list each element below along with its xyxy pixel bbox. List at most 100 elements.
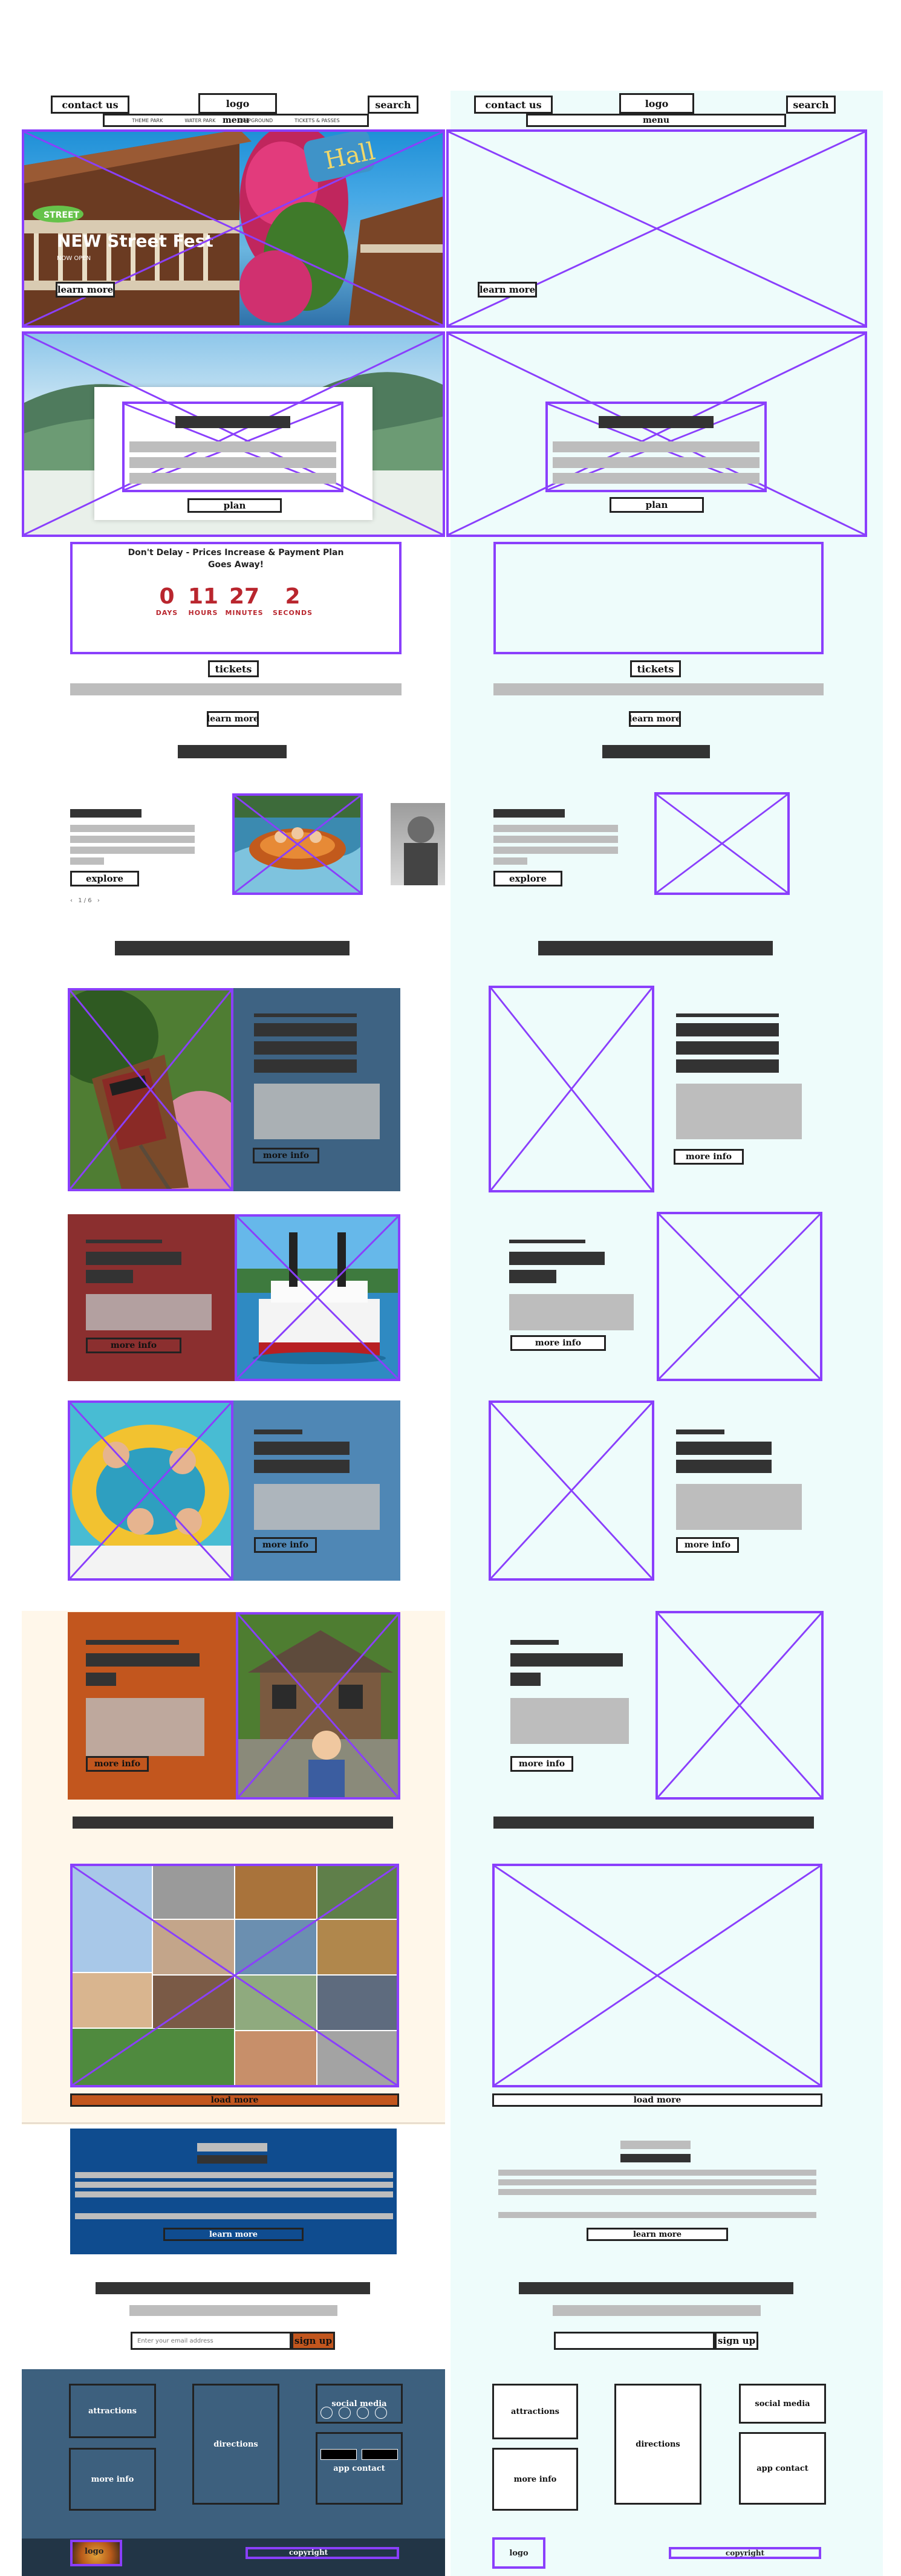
- plan-button[interactable]: plan: [187, 498, 282, 513]
- feature-train-body: [254, 1084, 380, 1139]
- signup-email-input-wf[interactable]: [554, 2332, 715, 2350]
- explore-next-slide-peek: [391, 803, 445, 885]
- feature-boat-more-info-button[interactable]: more info: [86, 1338, 181, 1353]
- feature-cabin-more-info-button-wf[interactable]: more info: [510, 1756, 573, 1772]
- gallery-tile-13[interactable]: [235, 2031, 317, 2087]
- safety-subheading-bar: [197, 2155, 267, 2164]
- footer-logo-image[interactable]: [70, 2540, 122, 2566]
- search-button[interactable]: search: [368, 96, 418, 114]
- feature-boat-body: [86, 1294, 212, 1330]
- gallery-load-more-button-wf[interactable]: load more: [492, 2093, 822, 2107]
- google-play-icon[interactable]: [362, 2449, 398, 2460]
- feature-tube-overlay: [68, 1400, 233, 1581]
- feature-train-more-info-button[interactable]: more info: [253, 1148, 319, 1163]
- search-button-wf[interactable]: search: [786, 96, 836, 114]
- plan-button-wf[interactable]: plan: [610, 497, 704, 513]
- app-store-icon[interactable]: [320, 2449, 357, 2460]
- gallery-tile-3[interactable]: [235, 1864, 317, 1919]
- nav-link-water-park[interactable]: WATER PARK: [184, 117, 216, 123]
- hero-learn-more-button-wf[interactable]: learn more: [478, 282, 537, 298]
- plan-text-line-2: [129, 457, 336, 468]
- footer-app-contact-button-wf[interactable]: app contact: [739, 2432, 826, 2505]
- logo-box-wf[interactable]: logo: [619, 93, 694, 114]
- footer-directions-button[interactable]: directions: [192, 2384, 279, 2505]
- feature-tube-more-info-button[interactable]: more info: [254, 1537, 317, 1553]
- menu-bar[interactable]: menu: [103, 114, 369, 127]
- countdown-learn-more-button[interactable]: learn more: [207, 711, 259, 727]
- feature-tube-image-wf: [489, 1400, 654, 1581]
- signup-button-wf[interactable]: sign up: [715, 2332, 758, 2350]
- contact-us-button[interactable]: contact us: [51, 96, 129, 114]
- footer-directions-button-wf[interactable]: directions: [614, 2384, 701, 2505]
- tickets-button-wf[interactable]: tickets: [630, 660, 681, 677]
- feature-tube-line-a: [254, 1429, 302, 1434]
- feature-tube-title-2: [254, 1460, 350, 1473]
- chevron-right-icon[interactable]: ›: [97, 897, 100, 904]
- feature-train-more-info-button-wf[interactable]: more info: [674, 1149, 744, 1165]
- feature-cabin-more-info-button[interactable]: more info: [86, 1756, 149, 1772]
- countdown-minutes: 27 MINUTES: [220, 584, 268, 617]
- twitter-icon[interactable]: [339, 2407, 351, 2419]
- safety-line-4-wf: [498, 2212, 816, 2218]
- plan-text-line-3: [129, 473, 336, 484]
- safety-line-1-wf: [498, 2170, 816, 2176]
- countdown-days-label: DAYS: [155, 609, 178, 617]
- footer-app-contact-button[interactable]: app contact: [316, 2432, 403, 2505]
- gallery-tile-7[interactable]: [317, 1919, 399, 1975]
- footer-logo-box-wf[interactable]: logo: [492, 2537, 545, 2569]
- feature-tube-more-info-button-wf[interactable]: more info: [676, 1537, 739, 1553]
- gallery-heading-bar: [73, 1817, 393, 1829]
- hero-image-placeholder-overlay: [22, 129, 445, 328]
- menu-bar-wf[interactable]: menu: [526, 114, 786, 127]
- gallery-tile-8[interactable]: [70, 1973, 152, 2028]
- safety-line-3: [75, 2191, 393, 2197]
- footer-attractions-button[interactable]: attractions: [69, 2384, 156, 2438]
- nav-link-campground[interactable]: CAMPGROUND: [237, 117, 273, 123]
- footer-more-info-button[interactable]: more info: [69, 2448, 156, 2511]
- instagram-icon[interactable]: [357, 2407, 369, 2419]
- explore-button[interactable]: explore: [70, 871, 139, 886]
- youtube-icon[interactable]: [375, 2407, 387, 2419]
- contact-us-button-wf[interactable]: contact us: [474, 96, 553, 114]
- countdown-info-bar: [70, 683, 402, 695]
- section-heading-bar: [178, 745, 287, 758]
- feature-train-title-1: [254, 1023, 357, 1036]
- countdown-minutes-label: MINUTES: [225, 609, 264, 617]
- chevron-left-icon[interactable]: ‹: [70, 897, 73, 904]
- facebook-icon[interactable]: [320, 2407, 333, 2419]
- explore-pager[interactable]: ‹ 1 / 6 ›: [70, 897, 100, 904]
- gallery-tile-11[interactable]: [317, 1975, 399, 2031]
- explore-line-2-wf: [493, 836, 618, 843]
- feature-cabin-body: [86, 1698, 204, 1756]
- safety-learn-more-button[interactable]: learn more: [163, 2228, 304, 2241]
- footer-social-media-button[interactable]: social media: [316, 2384, 403, 2424]
- countdown-learn-more-button-wf[interactable]: learn more: [629, 711, 681, 727]
- feature-train-body-wf: [676, 1084, 802, 1139]
- gallery-tile-12[interactable]: [70, 2028, 235, 2087]
- feature-train-image-wf: [489, 986, 654, 1192]
- gallery-heading-bar-wf: [493, 1817, 814, 1829]
- nav-link-tickets[interactable]: TICKETS & PASSES: [294, 117, 340, 123]
- logo-box[interactable]: logo: [198, 93, 277, 114]
- footer-more-info-button-wf[interactable]: more info: [492, 2448, 578, 2511]
- countdown-days: 0 DAYS: [143, 584, 191, 617]
- gallery-grid-wf: [492, 1864, 822, 2087]
- safety-learn-more-button-wf[interactable]: learn more: [587, 2228, 728, 2241]
- countdown-hours-value: 11: [187, 584, 219, 609]
- explore-button-wf[interactable]: explore: [493, 871, 562, 886]
- footer-attractions-button-wf[interactable]: attractions: [492, 2384, 578, 2439]
- feature-boat-more-info-button-wf[interactable]: more info: [510, 1335, 606, 1351]
- tickets-button[interactable]: tickets: [208, 660, 259, 677]
- nav-link-theme-park[interactable]: THEME PARK: [132, 117, 163, 123]
- feature-train-line-a: [254, 1013, 357, 1017]
- signup-button[interactable]: sign up: [291, 2332, 335, 2350]
- peek-illustration: [404, 816, 438, 885]
- countdown-heading: Don't Delay - Prices Increase & Payment …: [128, 548, 344, 570]
- footer-social-media-button-wf[interactable]: social media: [739, 2384, 826, 2424]
- signup-subheading-bar: [129, 2305, 337, 2316]
- gallery-load-more-button[interactable]: load more: [70, 2093, 399, 2107]
- gallery-tile-2[interactable]: [152, 1864, 235, 1919]
- signup-email-input[interactable]: [131, 2332, 291, 2350]
- hero-learn-more-button[interactable]: learn more: [56, 282, 115, 298]
- feature-cabin-image-wf: [655, 1611, 824, 1800]
